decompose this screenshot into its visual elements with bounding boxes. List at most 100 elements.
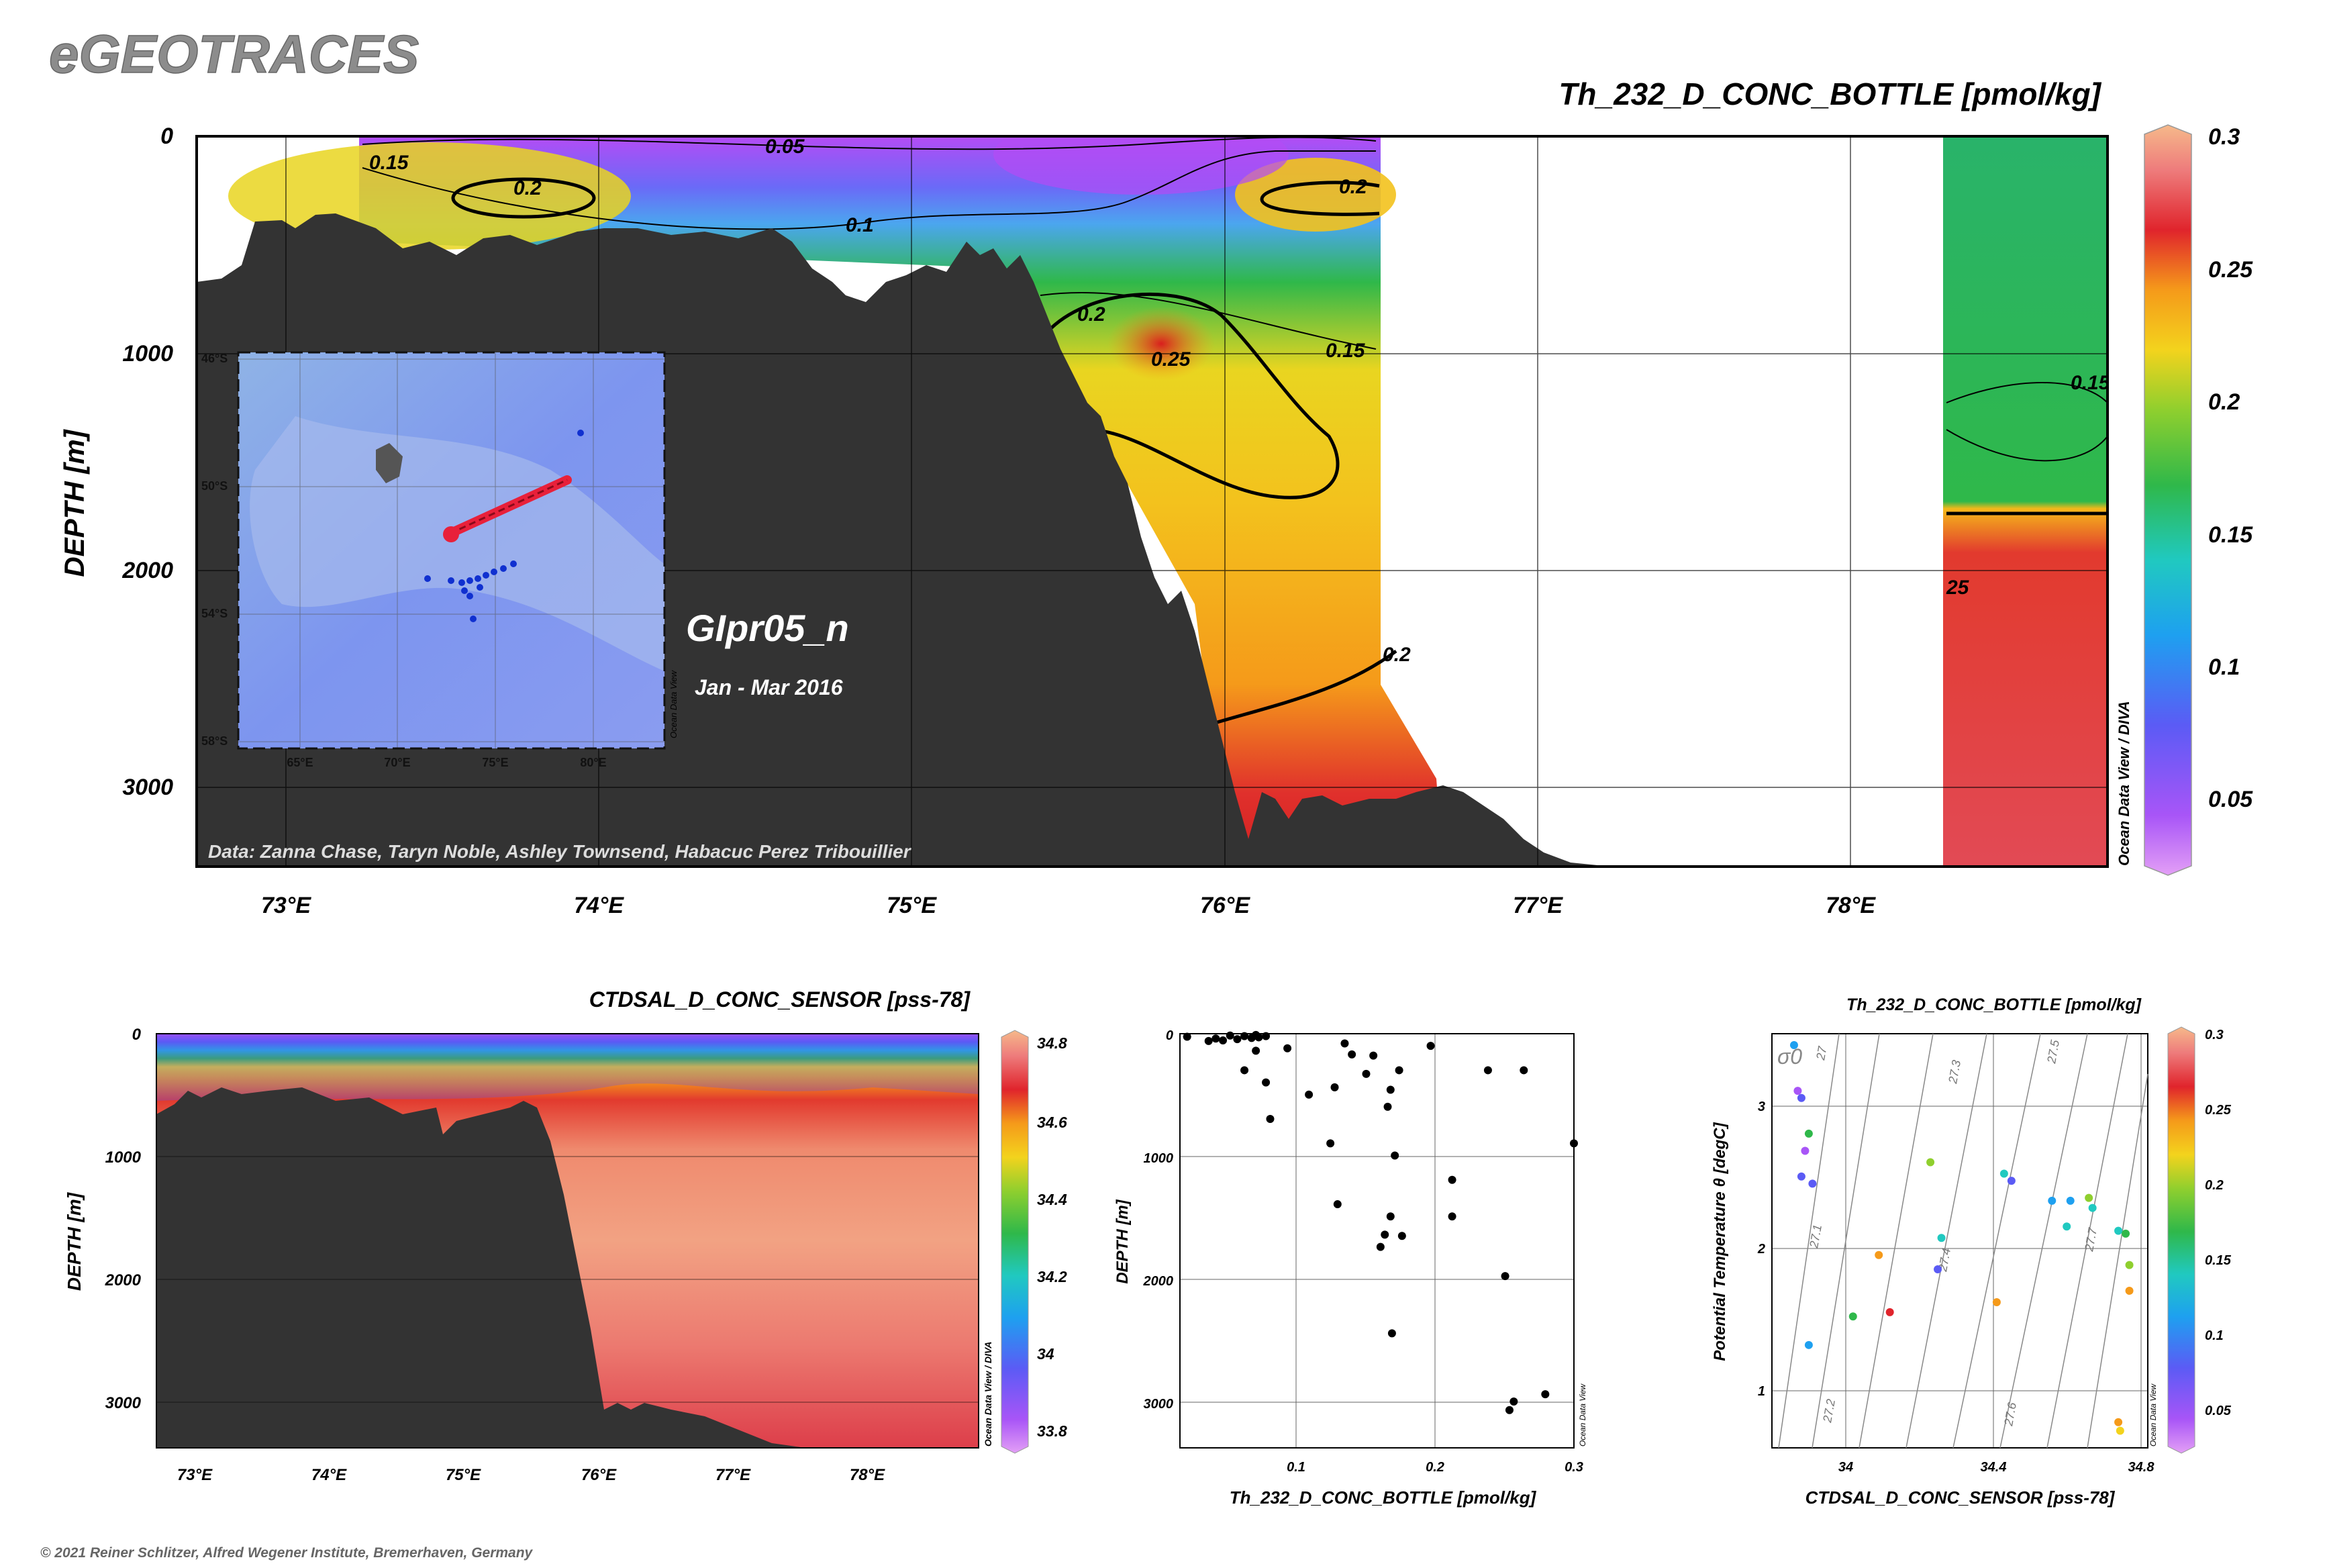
data-point xyxy=(1369,1051,1378,1060)
main-y-tick: 0 xyxy=(160,124,173,149)
inset-map: 46°S 50°S 54°S 58°S 65°E 70°E 75°E 80°E … xyxy=(201,351,679,769)
ds-y-tick: 2000 xyxy=(1143,1274,1174,1289)
ts-cbar-tick: 0.2 xyxy=(2205,1178,2224,1193)
data-point xyxy=(2116,1426,2124,1435)
data-point xyxy=(1934,1265,1942,1274)
contour-label: 0.1 xyxy=(846,214,874,236)
ts-caption: Ocean Data View xyxy=(2148,1383,2158,1447)
cbar-tick: 0.2 xyxy=(2208,389,2240,415)
data-point xyxy=(1183,1032,1191,1041)
ts-cbar-tick: 0.3 xyxy=(2205,1028,2224,1042)
main-x-tick: 77°E xyxy=(1513,893,1563,918)
data-point xyxy=(1262,1078,1271,1087)
sal-y-label: DEPTH [m] xyxy=(64,1191,85,1291)
ts-y-tick: 1 xyxy=(1758,1384,1765,1399)
sal-cbar-tick: 34.2 xyxy=(1037,1268,1067,1285)
data-point xyxy=(1326,1139,1335,1148)
sal-cbar-tick: 34.4 xyxy=(1037,1191,1067,1208)
sal-cbar-tick: 34 xyxy=(1037,1345,1054,1363)
sal-cbar-tick: 34.6 xyxy=(1037,1114,1067,1131)
ts-cbar-tick: 0.1 xyxy=(2205,1328,2224,1343)
main-y-tick: 3000 xyxy=(122,775,173,800)
contour-label: 0.25 xyxy=(1151,348,1191,371)
data-point xyxy=(2048,1196,2057,1205)
salinity-section-plot: CTDSAL_D_CONC_SENSOR [pss-78] 0 1000 200… xyxy=(64,987,1067,1484)
data-point xyxy=(1381,1230,1389,1239)
data-point xyxy=(1509,1398,1518,1406)
main-x-tick: 74°E xyxy=(574,893,624,918)
footer-copyright: © 2021 Reiner Schlitzer, Alfred Wegener … xyxy=(40,1545,534,1561)
data-point xyxy=(1520,1066,1528,1075)
data-point xyxy=(2125,1261,2134,1269)
contour-labels: 0.05 0.1 0.15 0.2 0.2 0.2 0.25 0.15 0.2 … xyxy=(369,136,2111,666)
data-point xyxy=(1376,1242,1385,1251)
sal-title: CTDSAL_D_CONC_SENSOR [pss-78] xyxy=(589,987,971,1012)
data-point xyxy=(1937,1234,1946,1242)
data-point xyxy=(2088,1204,2097,1212)
sal-y-tick: 0 xyxy=(132,1026,142,1044)
main-y-tick: 1000 xyxy=(122,341,173,366)
data-point xyxy=(1204,1036,1213,1045)
inset-lat-tick: 46°S xyxy=(201,352,228,365)
ts-x-label: CTDSAL_D_CONC_SENSOR [pss-78] xyxy=(1805,1487,2116,1508)
contour-label: 0.2 xyxy=(1077,303,1105,326)
data-point xyxy=(1992,1297,2001,1306)
data-point xyxy=(1789,1041,1798,1050)
data-point xyxy=(1570,1139,1578,1148)
sal-cbar-tick: 33.8 xyxy=(1037,1422,1067,1440)
data-point xyxy=(1211,1034,1220,1043)
ts-y-label: Potential Temperature θ [degC] xyxy=(1711,1122,1729,1361)
data-point xyxy=(1254,1033,1263,1042)
data-point xyxy=(1505,1406,1514,1414)
contour-label: 0.15 xyxy=(2071,372,2111,394)
inset-lon-tick: 75°E xyxy=(482,756,508,769)
ds-caption: Ocean Data View xyxy=(1578,1383,1587,1447)
data-point xyxy=(1387,1329,1396,1338)
data-point xyxy=(2007,1177,2016,1185)
contour-label: 0.2 xyxy=(1383,644,1411,666)
inset-lat-tick: 54°S xyxy=(201,607,228,620)
data-point xyxy=(1448,1212,1456,1221)
data-point xyxy=(1283,1044,1292,1052)
data-point xyxy=(1793,1087,1802,1095)
sal-x-tick: 77°E xyxy=(715,1466,751,1484)
data-point xyxy=(1448,1175,1456,1184)
data-point xyxy=(1797,1093,1805,1102)
data-point xyxy=(2114,1226,2123,1235)
data-point xyxy=(1240,1066,1249,1075)
sal-x-tick: 73°E xyxy=(177,1466,213,1484)
data-point xyxy=(2085,1193,2093,1202)
sal-y-tick: 3000 xyxy=(105,1394,142,1412)
contour-label: 0.2 xyxy=(513,177,542,199)
sal-cbar-caption: Ocean Data View / DIVA xyxy=(983,1342,993,1447)
data-point xyxy=(1501,1272,1509,1281)
ds-x-tick: 0.2 xyxy=(1426,1460,1444,1475)
main-section-plot: Th_232_D_CONC_BOTTLE [pmol/kg] xyxy=(58,77,2253,918)
ds-y-label: DEPTH [m] xyxy=(1113,1199,1132,1283)
ts-x-tick: 34.4 xyxy=(1981,1460,2007,1475)
ts-cbar-tick: 0.05 xyxy=(2205,1404,2232,1418)
main-title: Th_232_D_CONC_BOTTLE [pmol/kg] xyxy=(1558,77,2101,111)
sal-x-tick: 76°E xyxy=(581,1466,617,1484)
sal-x-tick: 78°E xyxy=(850,1466,885,1484)
data-point xyxy=(1999,1169,2008,1178)
data-credits: Data: Zanna Chase, Taryn Noble, Ashley T… xyxy=(208,841,912,862)
data-point xyxy=(2125,1286,2134,1295)
data-point xyxy=(1541,1390,1550,1399)
ts-y-tick: 2 xyxy=(1757,1242,1765,1257)
data-point xyxy=(1252,1046,1260,1055)
data-point xyxy=(1848,1312,1857,1321)
inset-lon-tick: 65°E xyxy=(287,756,313,769)
ds-x-tick: 0.1 xyxy=(1287,1460,1305,1475)
sigma-label: σ0 xyxy=(1777,1044,1802,1069)
ts-cbar-tick: 0.25 xyxy=(2205,1103,2232,1118)
contour-label: 0.2 xyxy=(1339,176,1367,198)
cbar-caption: Ocean Data View / DIVA xyxy=(2116,701,2132,866)
data-point xyxy=(1240,1032,1249,1040)
data-point xyxy=(1397,1232,1406,1240)
ts-title: Th_232_D_CONC_BOTTLE [pmol/kg] xyxy=(1846,995,2142,1014)
sal-x-tick: 74°E xyxy=(311,1466,347,1484)
ds-y-tick: 0 xyxy=(1166,1028,1173,1043)
sal-x-tick: 75°E xyxy=(446,1466,481,1484)
ds-x-tick: 0.3 xyxy=(1565,1460,1583,1475)
